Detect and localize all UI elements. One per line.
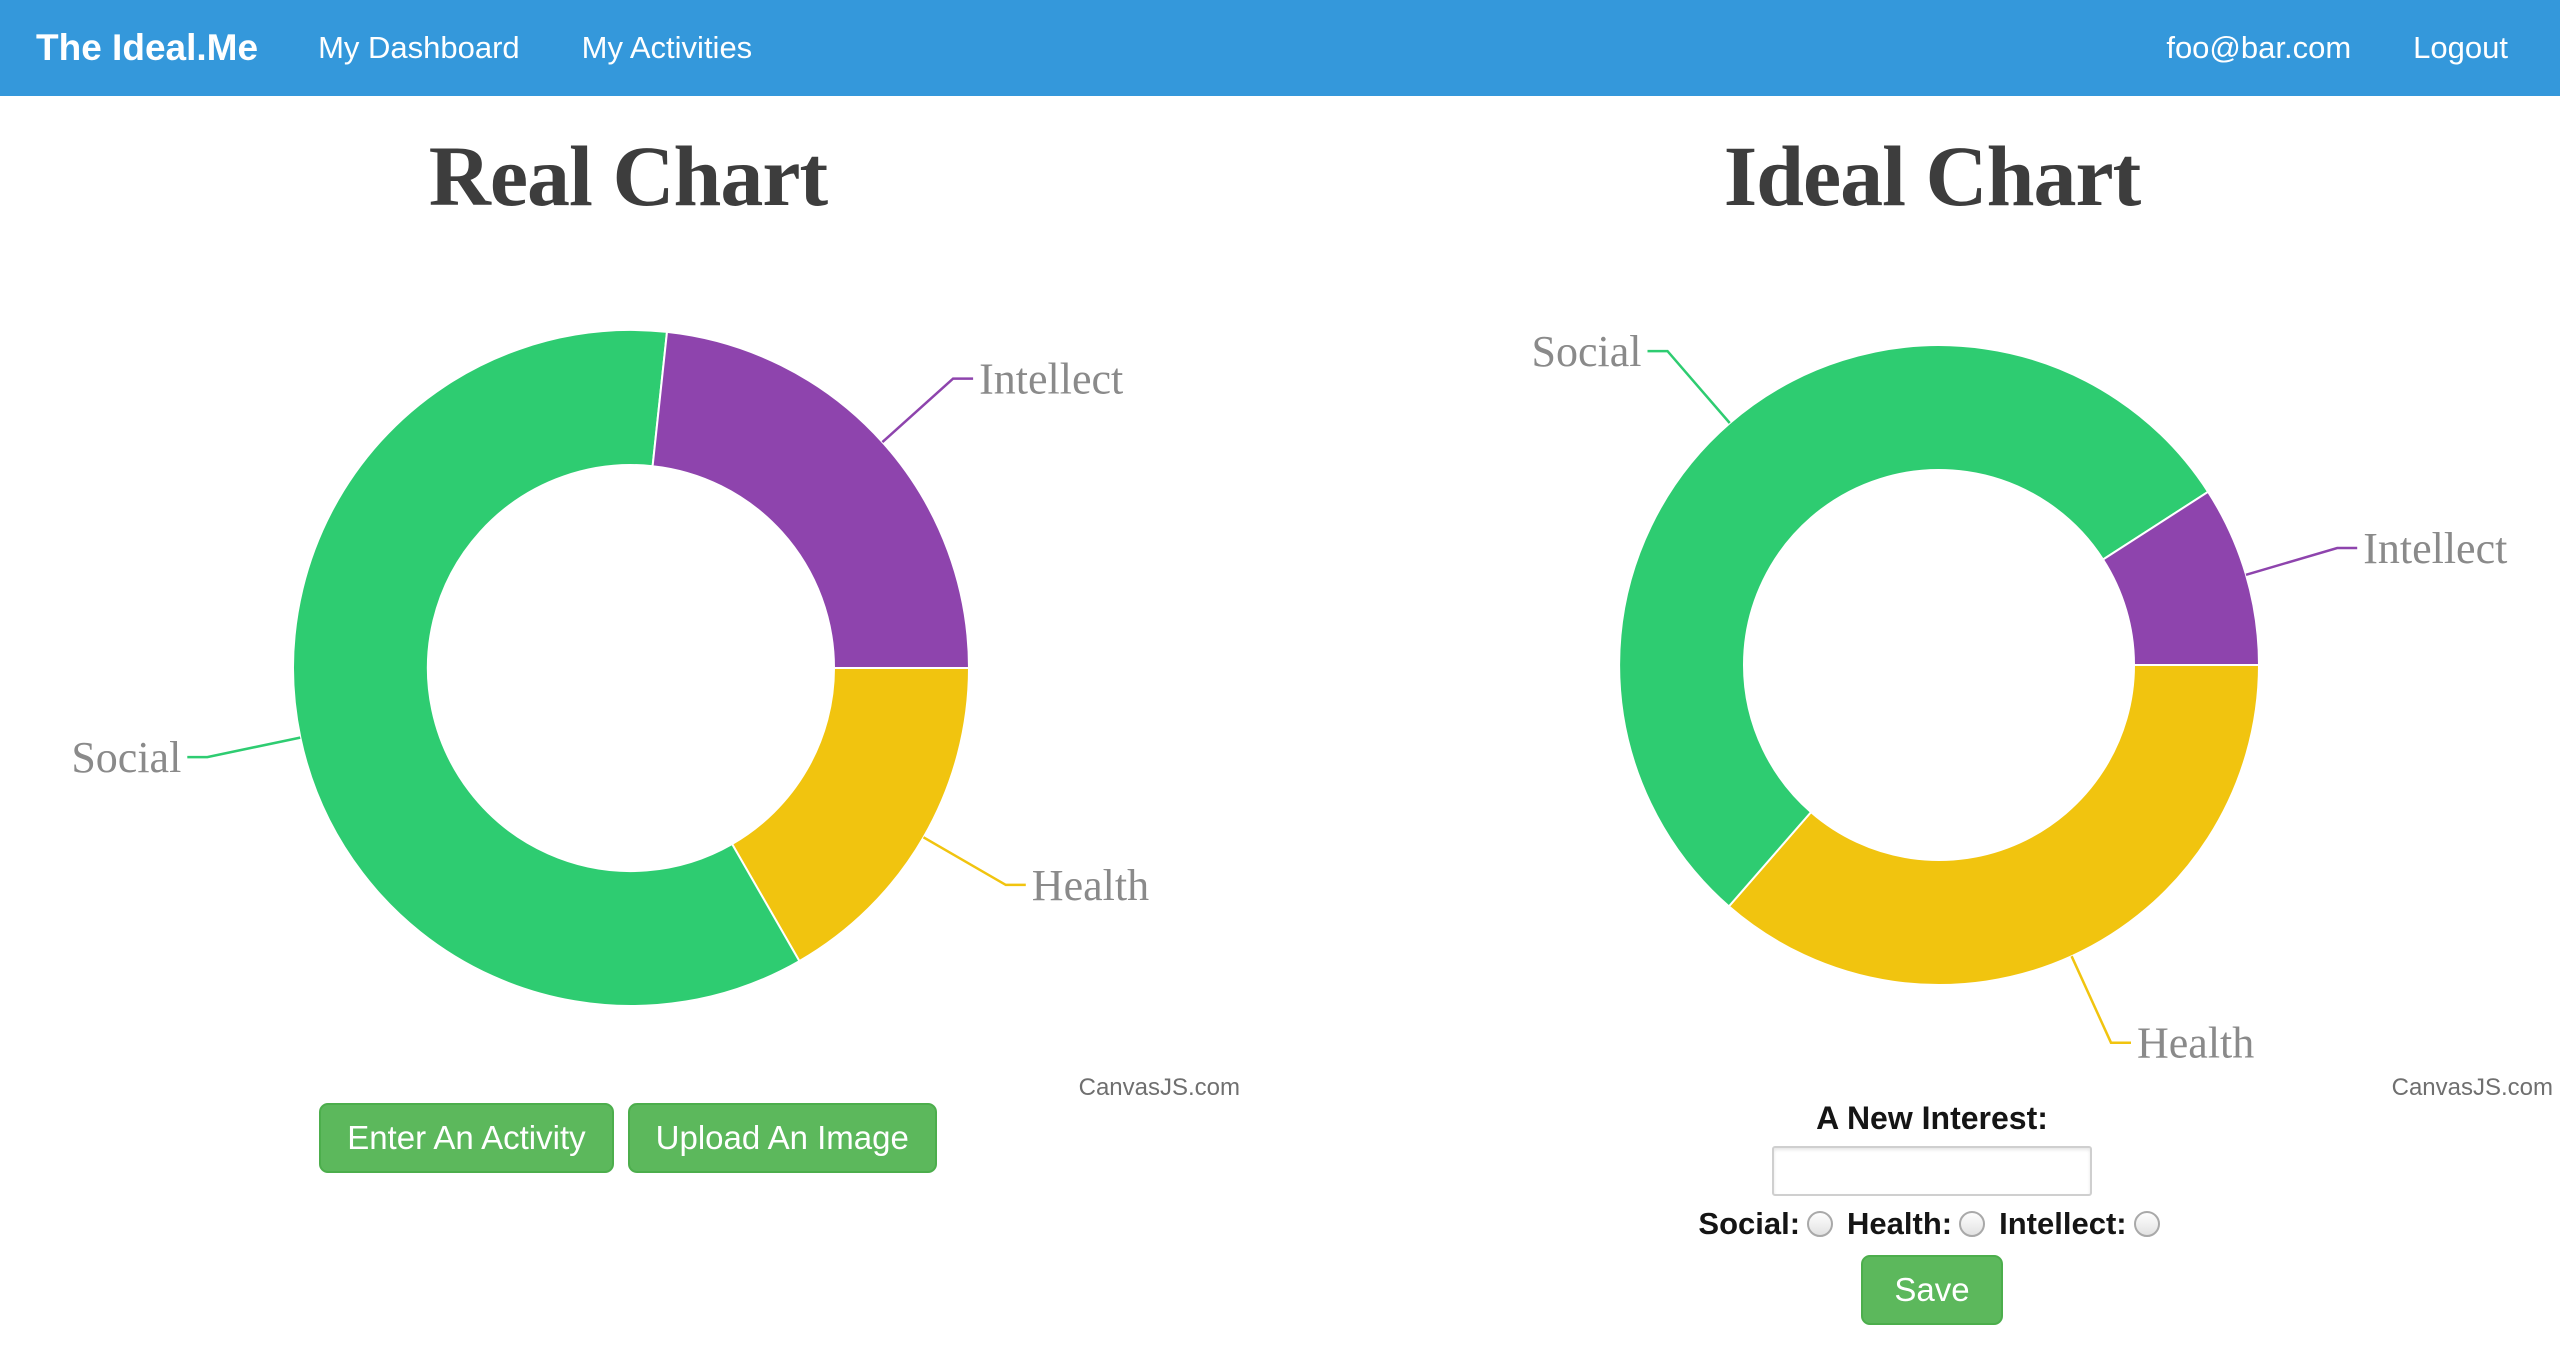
slice-label-intellect: Intellect: [2363, 524, 2507, 573]
health-radio[interactable]: [1959, 1211, 1986, 1237]
intellect-radio[interactable]: [2133, 1211, 2160, 1237]
new-interest-label: A New Interest:: [1816, 1100, 2048, 1136]
canvasjs-credit-link[interactable]: CanvasJS.com: [2391, 1074, 2553, 1101]
radio-group-intellect: Intellect:: [1999, 1206, 2160, 1242]
real-chart-actions: Enter An Activity Upload An Image: [0, 1103, 1256, 1173]
pie-slice-social[interactable]: [1618, 344, 2210, 908]
pie-slice-health[interactable]: [730, 667, 971, 963]
pie-slice-social[interactable]: [292, 329, 801, 1007]
enter-an-activity-button[interactable]: Enter An Activity: [319, 1103, 614, 1173]
upload-an-image-button[interactable]: Upload An Image: [627, 1103, 937, 1173]
brand-link[interactable]: The Ideal.Me: [36, 27, 259, 68]
slice-label-social: Social: [71, 733, 181, 782]
save-button[interactable]: Save: [1861, 1255, 2003, 1325]
radio-label-health: Health:: [1847, 1206, 1953, 1241]
radio-label-intellect: Intellect:: [1999, 1206, 2127, 1241]
user-email-link[interactable]: foo@bar.com: [2166, 30, 2352, 65]
label-leader-line-intellect: [2245, 546, 2358, 576]
radio-group-health: Health:: [1847, 1206, 1986, 1242]
real-doughnut-chart[interactable]: Health Social Intellect: [0, 96, 1256, 1106]
slice-label-intellect: Intellect: [979, 355, 1123, 404]
social-radio[interactable]: [1807, 1211, 1834, 1237]
ideal-chart-section: Health Social Intellect Ideal Chart Canvas…: [1304, 96, 2560, 1106]
label-leader-line-health: [922, 836, 1026, 887]
label-leader-line-health: [2070, 955, 2131, 1044]
slice-label-social: Social: [1532, 327, 1642, 376]
slice-label-health: Health: [2137, 1019, 2254, 1068]
label-leader-line-social: [1647, 349, 1731, 424]
radio-group-social: Social:: [1698, 1206, 1834, 1242]
ideal-doughnut-chart[interactable]: Health Social Intellect: [1304, 96, 2560, 1106]
label-leader-line-intellect: [881, 377, 974, 444]
nav-links: My Dashboard My Activities: [318, 30, 752, 66]
pie-slice-health[interactable]: [1727, 664, 2261, 986]
nav-right: foo@bar.com Logout: [2166, 30, 2508, 66]
nav-item-my-activities[interactable]: My Activities: [581, 30, 753, 65]
logout-link[interactable]: Logout: [2413, 30, 2508, 65]
label-leader-line-social: [187, 736, 301, 759]
nav-item-my-dashboard[interactable]: My Dashboard: [318, 30, 520, 65]
navbar: The Ideal.Me My Dashboard My Activities …: [0, 0, 2560, 96]
real-chart-section: Health Social Intellect Real Chart CanvasJ…: [0, 96, 1256, 1106]
radio-label-social: Social:: [1698, 1206, 1801, 1241]
canvasjs-credit-link[interactable]: CanvasJS.com: [1078, 1074, 1240, 1101]
new-interest-input[interactable]: [1772, 1146, 2092, 1196]
slice-label-health: Health: [1032, 861, 1149, 910]
pie-slice-intellect[interactable]: [651, 330, 971, 669]
new-interest-form: A New Interest: Social: Health: Intellec…: [1304, 1100, 2560, 1325]
interest-type-radios: Social: Health: Intellect:: [1698, 1206, 2165, 1242]
pie-slice-intellect[interactable]: [2101, 490, 2261, 666]
